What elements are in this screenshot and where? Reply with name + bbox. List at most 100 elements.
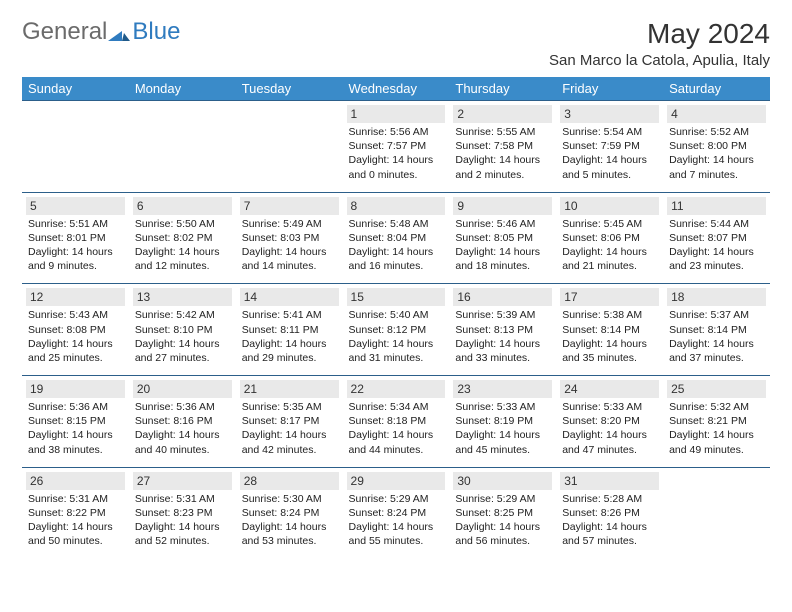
calendar-day-cell: 6Sunrise: 5:50 AMSunset: 8:02 PMDaylight… bbox=[129, 192, 236, 284]
day-detail-line: Daylight: 14 hours bbox=[349, 337, 444, 351]
day-detail-line: and 49 minutes. bbox=[669, 443, 764, 457]
day-number: 23 bbox=[453, 380, 552, 398]
page-header: General Blue May 2024 San Marco la Catol… bbox=[22, 18, 770, 69]
day-number: 18 bbox=[667, 288, 766, 306]
day-detail-line: Sunset: 7:59 PM bbox=[562, 139, 657, 153]
day-number: 19 bbox=[26, 380, 125, 398]
day-detail-line: Daylight: 14 hours bbox=[242, 245, 337, 259]
day-details: Sunrise: 5:49 AMSunset: 8:03 PMDaylight:… bbox=[240, 217, 339, 274]
day-detail-line: Sunrise: 5:49 AM bbox=[242, 217, 337, 231]
day-details: Sunrise: 5:50 AMSunset: 8:02 PMDaylight:… bbox=[133, 217, 232, 274]
day-detail-line: and 16 minutes. bbox=[349, 259, 444, 273]
day-number: 7 bbox=[240, 197, 339, 215]
day-detail-line: Sunset: 7:57 PM bbox=[349, 139, 444, 153]
day-number: 22 bbox=[347, 380, 446, 398]
day-detail-line: and 56 minutes. bbox=[455, 534, 550, 548]
day-detail-line: Sunset: 8:03 PM bbox=[242, 231, 337, 245]
day-detail-line: Sunset: 8:07 PM bbox=[669, 231, 764, 245]
day-detail-line: Sunset: 8:00 PM bbox=[669, 139, 764, 153]
day-detail-line: and 38 minutes. bbox=[28, 443, 123, 457]
day-detail-line: Sunrise: 5:30 AM bbox=[242, 492, 337, 506]
day-detail-line: and 12 minutes. bbox=[135, 259, 230, 273]
day-details: Sunrise: 5:31 AMSunset: 8:22 PMDaylight:… bbox=[26, 492, 125, 549]
day-detail-line: Sunset: 7:58 PM bbox=[455, 139, 550, 153]
day-detail-line: Daylight: 14 hours bbox=[349, 428, 444, 442]
calendar-day-cell: 30Sunrise: 5:29 AMSunset: 8:25 PMDayligh… bbox=[449, 467, 556, 558]
day-detail-line: Sunset: 8:05 PM bbox=[455, 231, 550, 245]
day-number: 26 bbox=[26, 472, 125, 490]
calendar-day-cell: 28Sunrise: 5:30 AMSunset: 8:24 PMDayligh… bbox=[236, 467, 343, 558]
day-detail-line: and 9 minutes. bbox=[28, 259, 123, 273]
day-number: 2 bbox=[453, 105, 552, 123]
day-detail-line: Daylight: 14 hours bbox=[28, 520, 123, 534]
day-details: Sunrise: 5:46 AMSunset: 8:05 PMDaylight:… bbox=[453, 217, 552, 274]
day-detail-line: and 29 minutes. bbox=[242, 351, 337, 365]
day-details: Sunrise: 5:34 AMSunset: 8:18 PMDaylight:… bbox=[347, 400, 446, 457]
day-detail-line: and 53 minutes. bbox=[242, 534, 337, 548]
weekday-header: Friday bbox=[556, 77, 663, 101]
month-title: May 2024 bbox=[549, 18, 770, 50]
day-detail-line: Sunrise: 5:36 AM bbox=[28, 400, 123, 414]
calendar-day-cell: 20Sunrise: 5:36 AMSunset: 8:16 PMDayligh… bbox=[129, 376, 236, 468]
day-detail-line: Sunrise: 5:56 AM bbox=[349, 125, 444, 139]
calendar-day-cell: 26 Sunrise: 5:31 AMSunset: 8:22 PMDayligh… bbox=[22, 467, 129, 558]
day-detail-line: Sunrise: 5:31 AM bbox=[135, 492, 230, 506]
day-detail-line: Sunrise: 5:28 AM bbox=[562, 492, 657, 506]
calendar-day-cell: 14Sunrise: 5:41 AMSunset: 8:11 PMDayligh… bbox=[236, 284, 343, 376]
day-detail-line: Daylight: 14 hours bbox=[669, 337, 764, 351]
day-detail-line: Daylight: 14 hours bbox=[669, 245, 764, 259]
weekday-header: Thursday bbox=[449, 77, 556, 101]
day-details: Sunrise: 5:36 AMSunset: 8:15 PMDaylight:… bbox=[26, 400, 125, 457]
day-detail-line: Sunset: 8:08 PM bbox=[28, 323, 123, 337]
calendar-day-cell: 5Sunrise: 5:51 AMSunset: 8:01 PMDaylight… bbox=[22, 192, 129, 284]
calendar-day-cell: 25Sunrise: 5:32 AMSunset: 8:21 PMDayligh… bbox=[663, 376, 770, 468]
day-details: Sunrise: 5:56 AMSunset: 7:57 PMDaylight:… bbox=[347, 125, 446, 182]
day-detail-line: and 35 minutes. bbox=[562, 351, 657, 365]
calendar-day-cell bbox=[663, 467, 770, 558]
day-detail-line: Daylight: 14 hours bbox=[349, 245, 444, 259]
day-detail-line: and 50 minutes. bbox=[28, 534, 123, 548]
calendar-day-cell: 3Sunrise: 5:54 AMSunset: 7:59 PMDaylight… bbox=[556, 101, 663, 193]
calendar-day-cell: 29Sunrise: 5:29 AMSunset: 8:24 PMDayligh… bbox=[343, 467, 450, 558]
day-details: Sunrise: 5:36 AMSunset: 8:16 PMDaylight:… bbox=[133, 400, 232, 457]
calendar-day-cell: 7 Sunrise: 5:49 AMSunset: 8:03 PMDaylight… bbox=[236, 192, 343, 284]
day-detail-line: Daylight: 14 hours bbox=[242, 428, 337, 442]
day-detail-line: Sunset: 8:26 PM bbox=[562, 506, 657, 520]
day-detail-line: Sunset: 8:15 PM bbox=[28, 414, 123, 428]
day-detail-line: Daylight: 14 hours bbox=[455, 337, 550, 351]
day-number: 29 bbox=[347, 472, 446, 490]
day-number: 11 bbox=[667, 197, 766, 215]
calendar-day-cell: 27Sunrise: 5:31 AMSunset: 8:23 PMDayligh… bbox=[129, 467, 236, 558]
calendar-week-row: 1Sunrise: 5:56 AMSunset: 7:57 PMDaylight… bbox=[22, 101, 770, 193]
day-detail-line: Sunrise: 5:54 AM bbox=[562, 125, 657, 139]
calendar-day-cell: 2Sunrise: 5:55 AMSunset: 7:58 PMDaylight… bbox=[449, 101, 556, 193]
day-details: Sunrise: 5:32 AMSunset: 8:21 PMDaylight:… bbox=[667, 400, 766, 457]
day-number: 10 bbox=[560, 197, 659, 215]
day-detail-line: and 52 minutes. bbox=[135, 534, 230, 548]
calendar-day-cell: 13Sunrise: 5:42 AMSunset: 8:10 PMDayligh… bbox=[129, 284, 236, 376]
calendar-day-cell: 12Sunrise: 5:43 AMSunset: 8:08 PMDayligh… bbox=[22, 284, 129, 376]
calendar-day-cell bbox=[22, 101, 129, 193]
calendar-day-cell: 11 Sunrise: 5:44 AMSunset: 8:07 PMDayligh… bbox=[663, 192, 770, 284]
day-detail-line: Sunrise: 5:44 AM bbox=[669, 217, 764, 231]
day-detail-line: and 31 minutes. bbox=[349, 351, 444, 365]
day-detail-line: Sunrise: 5:31 AM bbox=[28, 492, 123, 506]
calendar-body: 1Sunrise: 5:56 AMSunset: 7:57 PMDaylight… bbox=[22, 101, 770, 559]
calendar-day-cell bbox=[129, 101, 236, 193]
day-number: 4 bbox=[667, 105, 766, 123]
day-detail-line: Daylight: 14 hours bbox=[455, 245, 550, 259]
day-detail-line: Daylight: 14 hours bbox=[562, 245, 657, 259]
day-detail-line: Daylight: 14 hours bbox=[135, 520, 230, 534]
day-detail-line: and 7 minutes. bbox=[669, 168, 764, 182]
calendar-day-cell: 17Sunrise: 5:38 AMSunset: 8:14 PMDayligh… bbox=[556, 284, 663, 376]
day-detail-line: and 44 minutes. bbox=[349, 443, 444, 457]
title-block: May 2024 San Marco la Catola, Apulia, It… bbox=[549, 18, 770, 69]
calendar-day-cell: 22 Sunrise: 5:34 AMSunset: 8:18 PMDayligh… bbox=[343, 376, 450, 468]
day-detail-line: and 57 minutes. bbox=[562, 534, 657, 548]
day-detail-line: and 2 minutes. bbox=[455, 168, 550, 182]
day-detail-line: Sunrise: 5:55 AM bbox=[455, 125, 550, 139]
calendar-day-cell: 8Sunrise: 5:48 AMSunset: 8:04 PMDaylight… bbox=[343, 192, 450, 284]
day-detail-line: Sunset: 8:04 PM bbox=[349, 231, 444, 245]
day-details: Sunrise: 5:45 AMSunset: 8:06 PMDaylight:… bbox=[560, 217, 659, 274]
day-number: 13 bbox=[133, 288, 232, 306]
